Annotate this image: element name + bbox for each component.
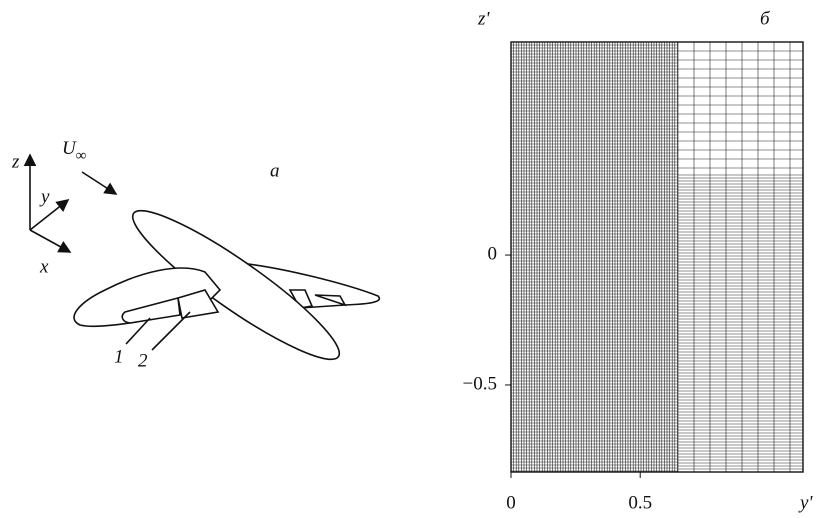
- panel-label: a: [270, 160, 280, 181]
- y-tick-label: −0.5: [463, 373, 497, 394]
- x-tick-label: 0: [506, 492, 516, 513]
- axis-label: y: [39, 186, 50, 207]
- part-label: 1: [114, 346, 124, 367]
- axis-label: x: [39, 256, 49, 277]
- axis-arrow: [30, 230, 70, 252]
- mesh-frame: [511, 42, 803, 472]
- velocity-label: U∞: [62, 138, 87, 164]
- y-tick-label: 0: [488, 243, 498, 264]
- y-axis-label: z': [477, 8, 490, 29]
- panel-a: z y x U∞ a 1 2: [11, 138, 379, 376]
- flow-arrow: [82, 172, 116, 194]
- x-axis-label: y': [798, 492, 813, 513]
- figure: z y x U∞ a 1 2 0 0.5 0 −0.5 z' y' б: [0, 0, 818, 518]
- part-label: 2: [138, 350, 148, 371]
- axis-label: z: [11, 151, 20, 172]
- x-tick-label: 0.5: [628, 492, 652, 513]
- panel-label: б: [760, 8, 771, 29]
- panel-b: 0 0.5 0 −0.5 z' y' б: [463, 8, 814, 513]
